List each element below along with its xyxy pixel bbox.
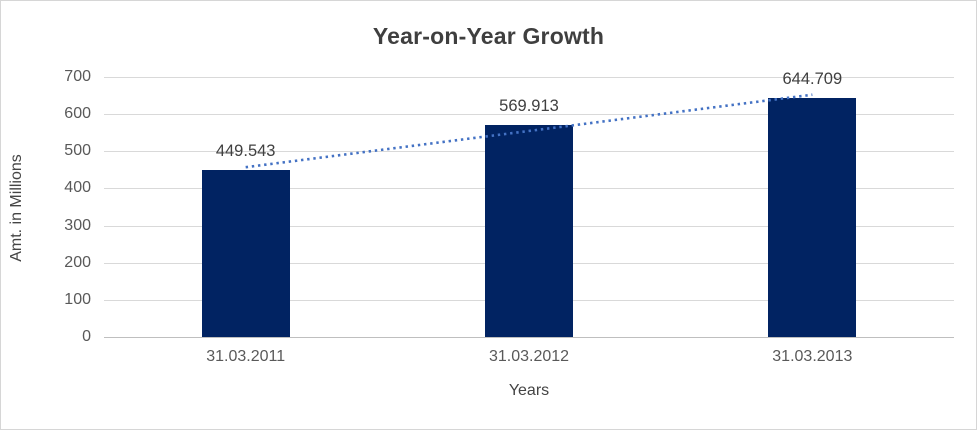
x-tick-label: 31.03.2012 bbox=[488, 348, 570, 365]
x-tick-label: 31.03.2011 bbox=[206, 348, 286, 365]
bar bbox=[768, 97, 857, 337]
y-tick-label: 400 bbox=[64, 179, 91, 197]
y-tick-label: 200 bbox=[64, 253, 91, 271]
x-axis-line bbox=[104, 337, 954, 338]
x-axis-title: Years bbox=[508, 382, 550, 399]
y-tick-label: 100 bbox=[64, 290, 91, 308]
y-tick-label: 300 bbox=[64, 216, 91, 234]
gridline bbox=[104, 114, 954, 116]
gridline bbox=[104, 77, 954, 78]
chart-title: Year-on-Year Growth bbox=[372, 23, 605, 49]
bar-value-label: 449.543 bbox=[215, 142, 276, 161]
bar-value-label: 569.913 bbox=[499, 97, 559, 116]
y-tick-label: 0 bbox=[82, 328, 91, 345]
y-tick-label: 700 bbox=[64, 68, 91, 85]
y-tick-label: 500 bbox=[64, 142, 91, 160]
bar bbox=[201, 170, 290, 337]
trendline bbox=[245, 93, 813, 169]
y-tick-label: 600 bbox=[64, 105, 91, 123]
bar-value-label: 644.709 bbox=[782, 69, 843, 88]
bar bbox=[485, 125, 573, 337]
x-tick-label: 31.03.2013 bbox=[772, 348, 853, 365]
